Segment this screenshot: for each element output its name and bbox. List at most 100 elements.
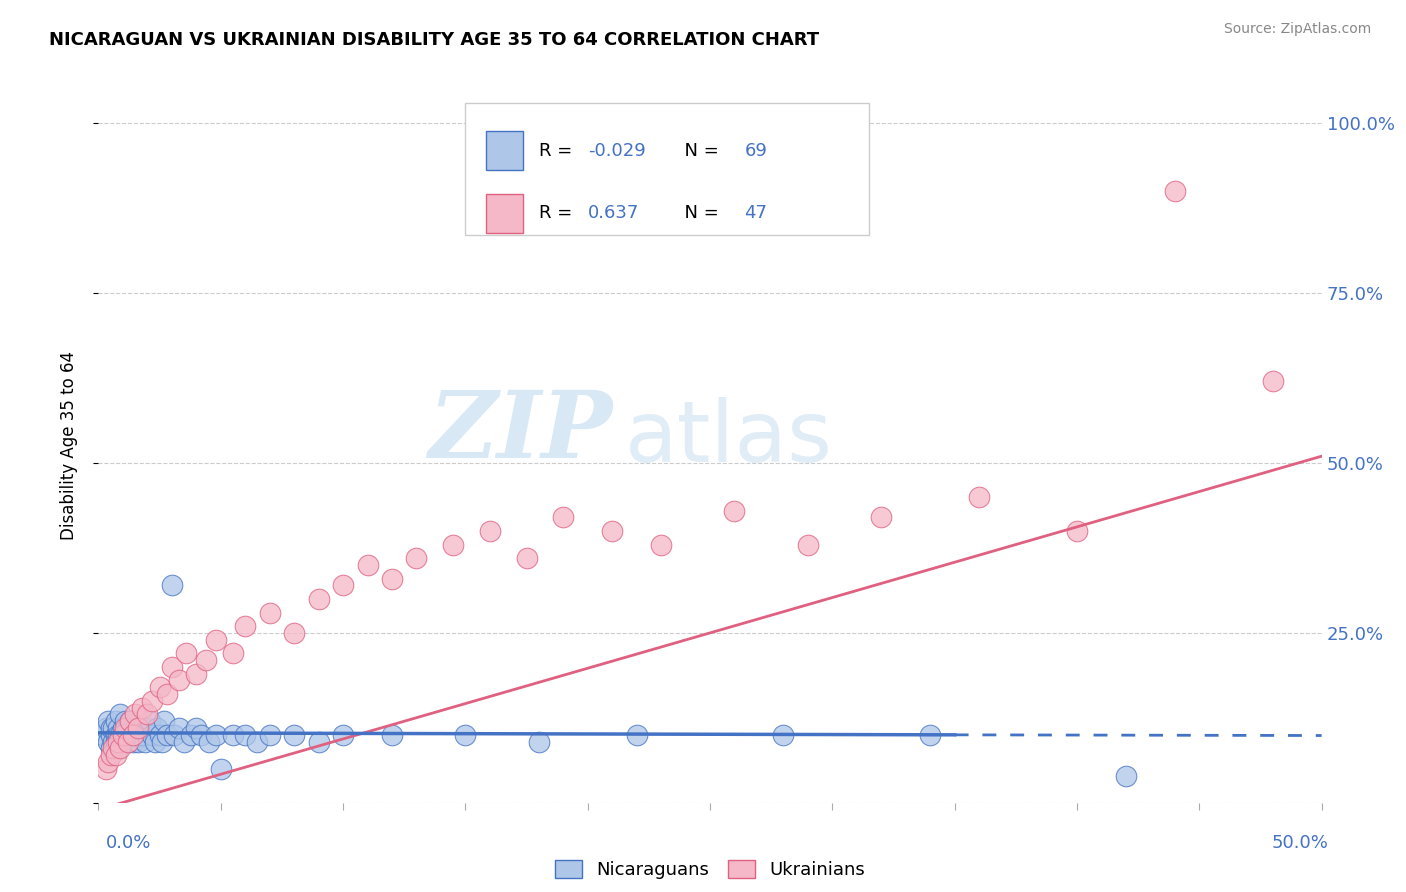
Point bbox=[259, 728, 281, 742]
Point bbox=[91, 728, 114, 742]
Point bbox=[110, 734, 132, 748]
Point bbox=[259, 606, 281, 620]
Point bbox=[180, 728, 202, 742]
Point bbox=[186, 666, 208, 681]
Point bbox=[127, 721, 149, 735]
Point bbox=[197, 734, 219, 748]
Point bbox=[121, 734, 143, 748]
Point bbox=[156, 687, 179, 701]
Point bbox=[114, 728, 136, 742]
Text: ZIP: ZIP bbox=[427, 387, 612, 476]
Point bbox=[920, 728, 942, 742]
Point bbox=[441, 537, 464, 551]
Bar bbox=[486, 194, 523, 233]
Point bbox=[129, 728, 152, 742]
Point bbox=[650, 537, 672, 551]
Point bbox=[156, 728, 179, 742]
Bar bbox=[486, 131, 523, 170]
Point bbox=[723, 503, 745, 517]
Point bbox=[94, 762, 117, 776]
Point bbox=[111, 734, 134, 748]
Point bbox=[283, 626, 305, 640]
Point bbox=[205, 632, 228, 647]
Point bbox=[308, 734, 330, 748]
Point bbox=[553, 510, 575, 524]
Text: N =: N = bbox=[673, 142, 725, 160]
Text: 69: 69 bbox=[744, 142, 768, 160]
Point bbox=[120, 714, 142, 729]
Point bbox=[626, 728, 648, 742]
Point bbox=[381, 572, 404, 586]
Point bbox=[173, 734, 195, 748]
Point bbox=[222, 646, 245, 660]
Point bbox=[101, 734, 124, 748]
Point bbox=[797, 537, 820, 551]
Point bbox=[120, 714, 142, 729]
Point bbox=[104, 728, 127, 742]
Point bbox=[141, 694, 163, 708]
Point bbox=[114, 714, 136, 729]
Point bbox=[124, 721, 146, 735]
Point bbox=[131, 728, 153, 742]
Point bbox=[167, 673, 190, 688]
Point bbox=[167, 721, 190, 735]
Point bbox=[131, 700, 153, 714]
Point bbox=[1164, 184, 1187, 198]
Point bbox=[117, 721, 139, 735]
Point bbox=[120, 728, 142, 742]
Point bbox=[160, 660, 183, 674]
Point bbox=[124, 707, 146, 722]
Point bbox=[111, 728, 134, 742]
Point bbox=[111, 721, 134, 735]
Point bbox=[121, 728, 143, 742]
Point bbox=[97, 755, 120, 769]
Text: Source: ZipAtlas.com: Source: ZipAtlas.com bbox=[1223, 22, 1371, 37]
Point bbox=[127, 734, 149, 748]
Point bbox=[190, 728, 212, 742]
Point bbox=[150, 734, 173, 748]
Point bbox=[195, 653, 218, 667]
Point bbox=[205, 728, 228, 742]
Legend: Nicaraguans, Ukrainians: Nicaraguans, Ukrainians bbox=[548, 853, 872, 887]
Point bbox=[97, 734, 120, 748]
Point bbox=[283, 728, 305, 742]
Point bbox=[332, 728, 354, 742]
Point bbox=[478, 524, 501, 538]
Point bbox=[233, 619, 256, 633]
Text: 0.637: 0.637 bbox=[588, 204, 640, 222]
Point bbox=[104, 734, 127, 748]
Point bbox=[246, 734, 269, 748]
Point bbox=[100, 721, 122, 735]
Point bbox=[149, 680, 172, 694]
Point bbox=[515, 551, 537, 566]
Point bbox=[124, 728, 146, 742]
Point bbox=[870, 510, 893, 524]
Point bbox=[136, 721, 159, 735]
Point bbox=[107, 741, 129, 756]
Text: R =: R = bbox=[538, 142, 578, 160]
Text: N =: N = bbox=[673, 204, 725, 222]
Point bbox=[114, 721, 136, 735]
Point bbox=[209, 762, 232, 776]
Point bbox=[308, 591, 330, 606]
Point bbox=[163, 728, 186, 742]
Point bbox=[1115, 769, 1137, 783]
Point bbox=[153, 714, 176, 729]
Point bbox=[121, 728, 143, 742]
Point bbox=[100, 741, 122, 756]
Point bbox=[107, 721, 129, 735]
Point bbox=[110, 707, 132, 722]
Point bbox=[381, 728, 404, 742]
Point bbox=[186, 721, 208, 735]
Point bbox=[332, 578, 354, 592]
Point bbox=[967, 490, 990, 504]
Point bbox=[139, 714, 162, 729]
Text: 0.0%: 0.0% bbox=[105, 834, 150, 852]
Point bbox=[104, 748, 127, 763]
Text: 47: 47 bbox=[744, 204, 768, 222]
Point bbox=[101, 721, 124, 735]
Point bbox=[100, 728, 122, 742]
Point bbox=[136, 707, 159, 722]
Point bbox=[176, 646, 198, 660]
Point bbox=[127, 721, 149, 735]
